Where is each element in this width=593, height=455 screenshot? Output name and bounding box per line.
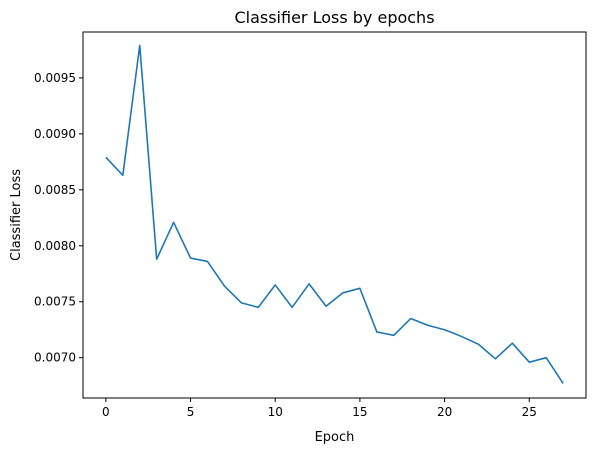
- y-tick-label: 0.0090: [34, 127, 76, 141]
- y-axis-label: Classifier Loss: [9, 169, 24, 261]
- x-tick-label: 0: [102, 405, 110, 419]
- y-tick-label: 0.0070: [34, 351, 76, 365]
- series-line: [105, 44, 564, 384]
- x-tick-label: 20: [437, 405, 452, 419]
- x-tick-label: 15: [352, 405, 367, 419]
- ticks-layer: 0 5 10 15 20 25 0.0070 0.0075 0.0080 0.0085 0.0090…: [34, 71, 537, 419]
- axes-frame: [82, 31, 587, 399]
- chart-title: Classifier Loss by epochs: [234, 8, 434, 27]
- x-tick-label: 25: [522, 405, 537, 419]
- y-tick-label: 0.0080: [34, 239, 76, 253]
- series-layer: [105, 44, 564, 384]
- y-tick-label: 0.0075: [34, 295, 76, 309]
- x-tick-label: 10: [268, 405, 283, 419]
- y-tick-label: 0.0095: [34, 71, 76, 85]
- x-tick-label: 5: [187, 405, 195, 419]
- x-axis-label: Epoch: [315, 430, 355, 445]
- y-tick-label: 0.0085: [34, 183, 76, 197]
